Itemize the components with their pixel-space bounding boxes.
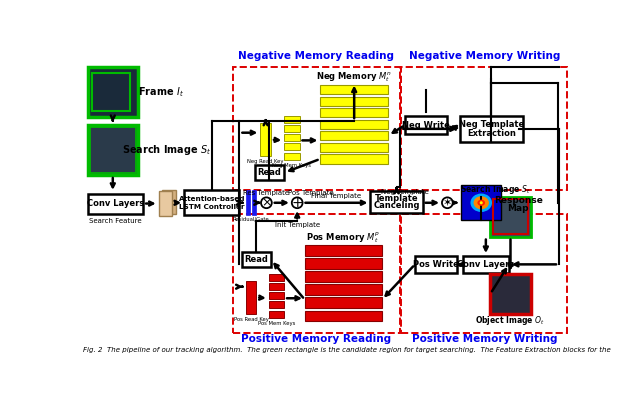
Text: Conv Layers: Conv Layers xyxy=(87,199,144,208)
Bar xyxy=(284,134,300,141)
Bar xyxy=(371,191,422,213)
Text: Neg Write: Neg Write xyxy=(402,120,450,130)
Bar xyxy=(320,131,388,140)
Text: Extraction: Extraction xyxy=(467,129,516,138)
Bar xyxy=(415,256,458,273)
Bar xyxy=(92,73,130,111)
Bar xyxy=(246,281,257,314)
Bar xyxy=(88,125,138,175)
Bar xyxy=(490,274,531,314)
Text: Pos Memory $M_t^p$: Pos Memory $M_t^p$ xyxy=(307,230,380,245)
Text: Read: Read xyxy=(257,168,282,177)
Bar xyxy=(88,67,138,117)
Bar xyxy=(269,274,284,280)
Bar xyxy=(401,67,566,190)
Bar xyxy=(260,124,271,156)
Ellipse shape xyxy=(470,194,492,212)
Bar xyxy=(401,214,566,333)
Ellipse shape xyxy=(474,196,489,209)
Text: Negative Memory Reading: Negative Memory Reading xyxy=(239,51,394,61)
Bar xyxy=(461,185,501,220)
Bar xyxy=(159,191,172,216)
Bar xyxy=(305,245,382,256)
Bar xyxy=(490,197,531,237)
Text: Search Feature: Search Feature xyxy=(89,218,142,224)
Text: Pos Write: Pos Write xyxy=(413,260,459,269)
Text: Positive Memory Writing: Positive Memory Writing xyxy=(412,334,557,344)
Text: Map: Map xyxy=(508,204,529,213)
Bar xyxy=(269,283,284,290)
Text: Object Image $O_t$: Object Image $O_t$ xyxy=(476,314,545,327)
Circle shape xyxy=(292,197,303,208)
Text: Read: Read xyxy=(244,255,268,264)
Text: Neg Mem Keys: Neg Mem Keys xyxy=(272,163,311,168)
Bar xyxy=(269,292,284,299)
Ellipse shape xyxy=(480,201,483,204)
Text: Attention-based: Attention-based xyxy=(179,196,245,202)
Text: Neg Template: Neg Template xyxy=(381,189,429,195)
Circle shape xyxy=(261,197,272,208)
Bar xyxy=(320,85,388,94)
Bar xyxy=(320,96,388,106)
Text: Canceling: Canceling xyxy=(373,201,420,210)
Text: Frame $I_t$: Frame $I_t$ xyxy=(138,85,184,99)
Text: Negative Memory Writing: Negative Memory Writing xyxy=(408,51,560,61)
Bar xyxy=(184,190,239,215)
Bar xyxy=(305,298,382,308)
Bar xyxy=(269,301,284,308)
Bar xyxy=(246,190,250,215)
Text: Search Image $S_t$: Search Image $S_t$ xyxy=(460,183,531,196)
Bar xyxy=(162,190,175,214)
Bar xyxy=(284,116,300,123)
Bar xyxy=(252,190,255,215)
Text: Init Template: Init Template xyxy=(275,222,320,228)
Text: Neg Template: Neg Template xyxy=(459,120,524,129)
Bar xyxy=(305,284,382,295)
Bar xyxy=(320,120,388,129)
Text: ×: × xyxy=(261,196,271,209)
Text: Final Template: Final Template xyxy=(310,193,361,199)
Text: +: + xyxy=(291,196,303,210)
Text: Pos Read Key: Pos Read Key xyxy=(234,317,268,322)
Ellipse shape xyxy=(477,200,485,206)
Bar xyxy=(232,67,401,190)
Text: Conv Layers: Conv Layers xyxy=(457,260,515,269)
Text: LSTM Controller: LSTM Controller xyxy=(179,204,244,210)
Text: Fig. 2  The pipeline of our tracking algorithm.  The green rectangle is the cand: Fig. 2 The pipeline of our tracking algo… xyxy=(83,347,611,353)
Bar xyxy=(320,154,388,164)
Bar xyxy=(242,252,271,268)
Bar xyxy=(405,116,447,134)
Bar xyxy=(269,310,284,318)
Bar xyxy=(284,144,300,150)
Text: Res Template: Res Template xyxy=(243,190,289,196)
Text: Residual/Gate: Residual/Gate xyxy=(232,216,269,222)
Bar xyxy=(284,153,300,160)
Bar xyxy=(305,271,382,282)
Bar xyxy=(320,108,388,117)
Bar xyxy=(232,214,401,333)
Bar xyxy=(305,310,382,321)
Text: Positive Memory Reading: Positive Memory Reading xyxy=(241,334,392,344)
Text: Pos Mem Keys: Pos Mem Keys xyxy=(258,321,295,326)
Bar xyxy=(88,194,143,214)
Bar xyxy=(320,143,388,152)
Bar xyxy=(463,256,509,273)
Bar xyxy=(460,116,523,142)
Text: ✶: ✶ xyxy=(443,198,452,208)
Bar xyxy=(493,199,528,234)
Text: Neg Read Key: Neg Read Key xyxy=(248,160,284,164)
Bar xyxy=(284,125,300,132)
Bar xyxy=(255,165,284,180)
Text: Pos Template: Pos Template xyxy=(288,190,334,196)
Bar xyxy=(90,127,136,173)
Text: Search Image $S_t$: Search Image $S_t$ xyxy=(122,143,212,157)
Text: Template: Template xyxy=(374,194,419,203)
Bar xyxy=(305,258,382,269)
Circle shape xyxy=(442,197,452,208)
Text: Response: Response xyxy=(493,196,543,205)
Text: Neg Memory $M_t^n$: Neg Memory $M_t^n$ xyxy=(316,70,392,84)
